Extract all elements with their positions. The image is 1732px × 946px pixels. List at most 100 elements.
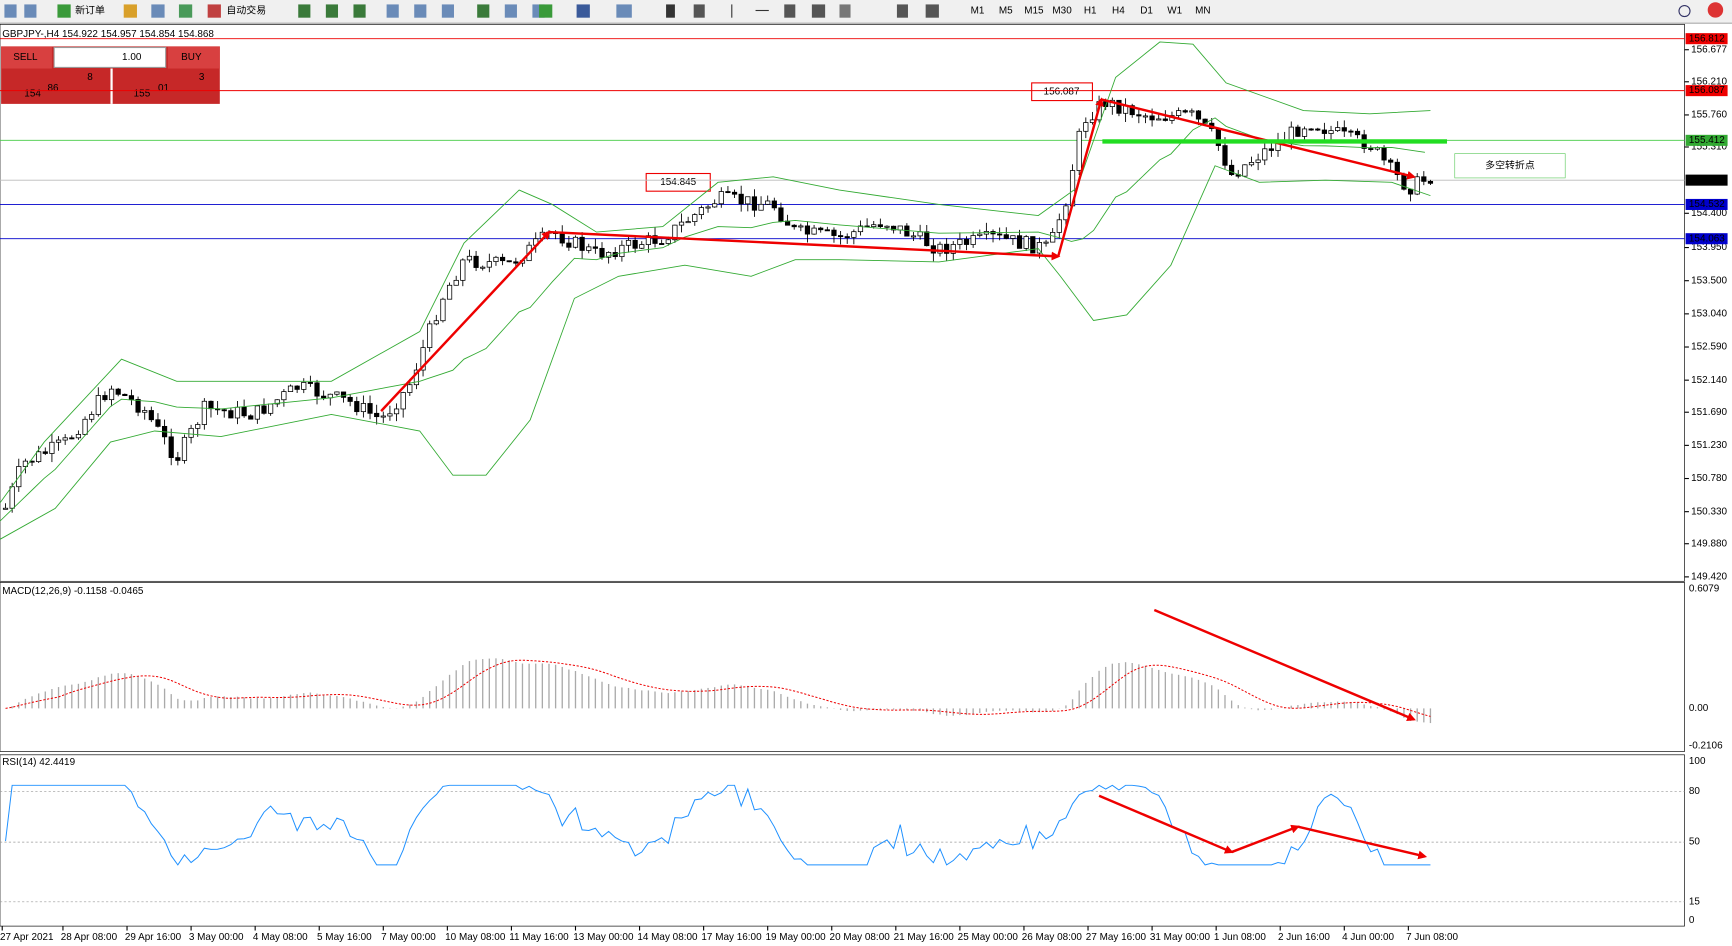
timeframe-button[interactable]: D1 bbox=[1140, 6, 1153, 17]
rsi-tick-label: 0 bbox=[1689, 915, 1695, 926]
lot-size[interactable]: 1.00 bbox=[122, 52, 142, 63]
candle-body bbox=[606, 252, 612, 258]
candle-body bbox=[1368, 148, 1374, 150]
candle-body bbox=[884, 225, 890, 228]
price-line-label: 154.868 bbox=[1689, 175, 1725, 186]
candle-body bbox=[1381, 147, 1387, 161]
candle-body bbox=[1010, 235, 1016, 239]
annotation-box bbox=[1031, 82, 1093, 102]
time-tick-label: 7 May 00:00 bbox=[381, 932, 436, 943]
macd-tick-label: -0.2106 bbox=[1689, 741, 1723, 752]
candle-body bbox=[1321, 129, 1328, 134]
price-tick-label: 155.760 bbox=[1691, 110, 1727, 121]
candle-body bbox=[1142, 115, 1149, 118]
time-tick-label: 29 Apr 16:00 bbox=[125, 932, 182, 943]
candle-body bbox=[738, 193, 744, 205]
candle-body bbox=[380, 415, 386, 418]
candle-body bbox=[155, 419, 161, 427]
candle-body bbox=[427, 323, 433, 349]
candle-body bbox=[758, 203, 764, 211]
candle-body bbox=[1023, 236, 1029, 249]
sell-button[interactable]: SELL bbox=[13, 52, 38, 63]
candle-body bbox=[9, 486, 15, 509]
candle-body bbox=[970, 235, 976, 245]
timeframe-button[interactable]: H1 bbox=[1084, 6, 1097, 17]
timeframe-button[interactable]: H4 bbox=[1112, 6, 1125, 17]
candle-body bbox=[950, 244, 956, 254]
candle-body bbox=[1162, 118, 1168, 121]
timeframe-button[interactable]: MN bbox=[1195, 6, 1210, 17]
candle-body bbox=[393, 408, 400, 415]
candle-body bbox=[851, 231, 857, 238]
candle-body bbox=[1262, 148, 1268, 161]
trend-arrow bbox=[1100, 98, 1417, 180]
time-tick-label: 2 Jun 16:00 bbox=[1278, 932, 1330, 943]
candle-body bbox=[148, 410, 154, 421]
candle-body bbox=[725, 191, 731, 194]
time-tick-label: 1 Jun 08:00 bbox=[1214, 932, 1266, 943]
timeframe-button[interactable]: M15 bbox=[1024, 6, 1044, 17]
candle-body bbox=[36, 451, 42, 463]
trade-panel: SELL BUY 1.00 154 86 8 155 01 3 bbox=[1, 46, 220, 104]
candle-body bbox=[1116, 99, 1122, 114]
candle-body bbox=[997, 233, 1003, 236]
candle-body bbox=[592, 246, 598, 249]
price-label-box bbox=[1685, 85, 1728, 97]
candle-body bbox=[586, 246, 592, 251]
candle-body bbox=[844, 236, 850, 239]
candle-body bbox=[387, 413, 393, 417]
candle-body bbox=[1003, 234, 1009, 239]
candle-body bbox=[506, 260, 512, 263]
buy-button[interactable]: BUY bbox=[181, 52, 202, 63]
candle-body bbox=[400, 392, 406, 410]
timeframe-button[interactable]: M30 bbox=[1052, 6, 1072, 17]
rsi-tick-label: 80 bbox=[1689, 786, 1701, 797]
candle-body bbox=[1301, 128, 1308, 137]
buy-sup: 3 bbox=[199, 72, 205, 83]
symbol-info: GBPJPY-,H4 154.922 154.957 154.854 154.8… bbox=[2, 29, 214, 40]
candle-body bbox=[22, 460, 29, 467]
candle-body bbox=[55, 439, 62, 443]
candle-body bbox=[1288, 126, 1294, 142]
candle-body bbox=[473, 255, 479, 268]
time-tick-label: 4 May 08:00 bbox=[253, 932, 308, 943]
buy-prefix: 155 bbox=[134, 89, 151, 100]
candle-body bbox=[731, 191, 738, 195]
time-tick-label: 3 May 00:00 bbox=[189, 932, 244, 943]
main-chart bbox=[0, 23, 1685, 582]
sell-big: 86 bbox=[47, 83, 59, 94]
candle-body bbox=[1063, 205, 1069, 221]
candle-body bbox=[1056, 219, 1062, 233]
candle-body bbox=[1295, 126, 1301, 137]
candle-body bbox=[374, 412, 380, 418]
time-tick-label: 5 May 16:00 bbox=[317, 932, 372, 943]
candle-body bbox=[301, 382, 307, 390]
price-line-label: 154.063 bbox=[1689, 233, 1725, 244]
auto-trading-button[interactable]: 自动交易 bbox=[226, 4, 266, 17]
new-order-button[interactable]: 新订单 bbox=[75, 4, 105, 17]
price-line-label: 156.812 bbox=[1689, 33, 1725, 44]
price-label-box bbox=[1685, 33, 1728, 45]
timeframe-button[interactable]: M5 bbox=[999, 6, 1013, 17]
candle-body bbox=[705, 206, 711, 209]
candle-body bbox=[559, 233, 565, 244]
annotation-mid: 154.845 bbox=[660, 177, 696, 188]
toolbar-icons bbox=[4, 2, 1724, 18]
candle-body bbox=[108, 388, 115, 401]
candle-body bbox=[446, 284, 453, 300]
candle-body bbox=[1341, 127, 1347, 132]
time-tick-label: 28 Apr 08:00 bbox=[61, 932, 118, 943]
timeframe-button[interactable]: M1 bbox=[971, 6, 985, 17]
candle-body bbox=[360, 403, 367, 413]
candle-body bbox=[42, 451, 48, 454]
annotation-box bbox=[645, 172, 711, 192]
candle-body bbox=[62, 437, 68, 441]
candle-body bbox=[1348, 130, 1354, 133]
candle-body bbox=[347, 396, 353, 402]
timeframe-button[interactable]: W1 bbox=[1167, 6, 1182, 17]
time-tick-label: 14 May 08:00 bbox=[637, 932, 698, 943]
candle-body bbox=[234, 406, 241, 419]
candle-body bbox=[261, 405, 267, 414]
